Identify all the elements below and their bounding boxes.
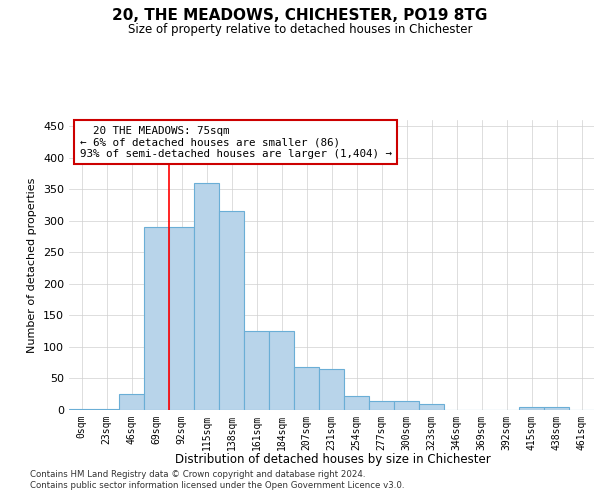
Text: Contains HM Land Registry data © Crown copyright and database right 2024.: Contains HM Land Registry data © Crown c… bbox=[30, 470, 365, 479]
Bar bbox=[419, 404, 444, 410]
Y-axis label: Number of detached properties: Number of detached properties bbox=[28, 178, 37, 352]
Text: 20, THE MEADOWS, CHICHESTER, PO19 8TG: 20, THE MEADOWS, CHICHESTER, PO19 8TG bbox=[112, 8, 488, 22]
Bar bbox=[194, 183, 219, 410]
Bar bbox=[344, 396, 369, 410]
Text: 20 THE MEADOWS: 75sqm
← 6% of detached houses are smaller (86)
93% of semi-detac: 20 THE MEADOWS: 75sqm ← 6% of detached h… bbox=[79, 126, 392, 159]
Bar bbox=[369, 400, 394, 410]
Bar bbox=[269, 331, 294, 410]
Bar bbox=[519, 407, 544, 410]
Bar bbox=[219, 212, 244, 410]
Bar bbox=[144, 227, 169, 410]
Bar bbox=[244, 331, 269, 410]
Text: Size of property relative to detached houses in Chichester: Size of property relative to detached ho… bbox=[128, 22, 472, 36]
Bar bbox=[544, 407, 569, 410]
Bar bbox=[94, 408, 119, 410]
Bar bbox=[169, 227, 194, 410]
Text: Distribution of detached houses by size in Chichester: Distribution of detached houses by size … bbox=[175, 452, 491, 466]
Bar bbox=[394, 400, 419, 410]
Bar bbox=[119, 394, 144, 410]
Text: Contains public sector information licensed under the Open Government Licence v3: Contains public sector information licen… bbox=[30, 481, 404, 490]
Bar bbox=[294, 367, 319, 410]
Bar bbox=[319, 369, 344, 410]
Bar bbox=[69, 408, 94, 410]
